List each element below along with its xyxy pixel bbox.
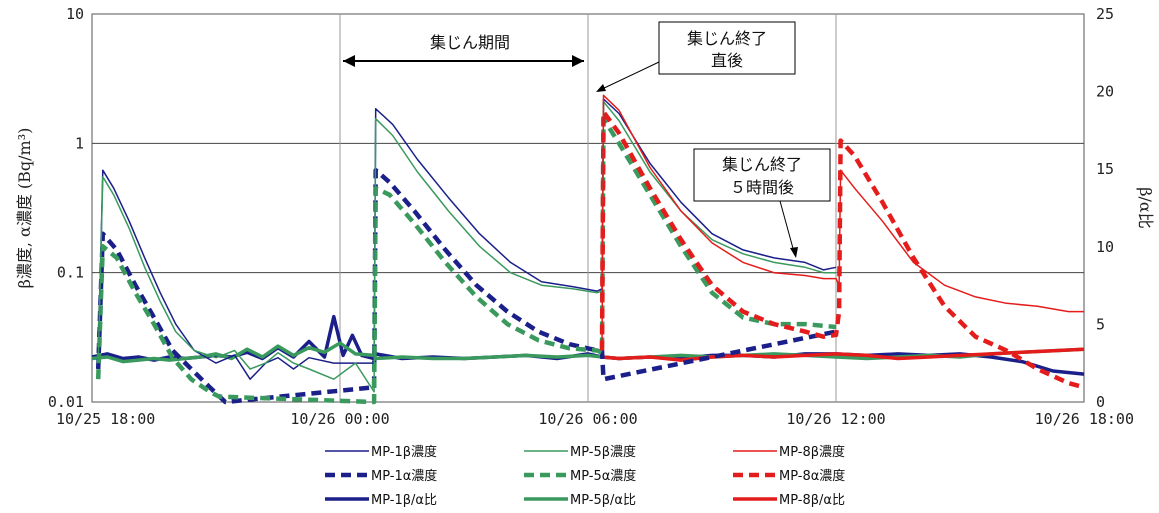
gridlines xyxy=(92,14,1084,402)
annotation-label-line1: 集じん終了 xyxy=(722,155,802,174)
series-line-MP-8β濃度 xyxy=(601,94,1084,351)
legend-label: MP-5α濃度 xyxy=(570,468,636,484)
x-tick-label: 10/26 18:00 xyxy=(1035,410,1134,428)
annotation-label-line2: 直後 xyxy=(711,51,743,70)
legend-label: MP-1β/α比 xyxy=(371,493,437,508)
y-tick-label: 0.1 xyxy=(57,264,84,282)
y2-tick-label: 25 xyxy=(1096,5,1114,23)
legend-label: MP-1β濃度 xyxy=(371,444,437,460)
y2-tick-label: 0 xyxy=(1096,393,1105,411)
annotation-end-immediately: 集じん終了 直後 xyxy=(596,21,796,92)
series-line-MP-8β/α比 xyxy=(601,347,1085,362)
y2-axis-title: β/α比 xyxy=(1136,187,1155,228)
annotation-label-line1: 集じん終了 xyxy=(687,29,767,48)
y2-tick-label: 5 xyxy=(1096,315,1105,333)
series-line-MP-1β濃度 xyxy=(97,98,837,380)
annotation-end-5h: 集じん終了 ５時間後 xyxy=(693,148,831,258)
y-tick-label: 0.01 xyxy=(48,393,84,411)
y-tick-label: 10 xyxy=(66,5,84,23)
annotation-collection-period: 集じん期間 xyxy=(343,33,584,67)
y2-tick-label: 15 xyxy=(1096,160,1114,178)
series-layer xyxy=(91,94,1085,405)
annotation-label-line2: ５時間後 xyxy=(730,178,794,197)
tick-labels: 0.01 0.1 1 10 0 5 10 15 20 25 10/25 18:00 10/26 00:… xyxy=(48,5,1134,428)
x-tick-label: 10/26 12:00 xyxy=(786,410,885,428)
x-tick-label: 10/26 06:00 xyxy=(538,410,637,428)
series-line-MP-5β濃度 xyxy=(97,100,836,393)
y2-tick-label: 10 xyxy=(1096,238,1114,256)
legend-label: MP-1α濃度 xyxy=(371,468,437,484)
series-line-MP-8α濃度 xyxy=(599,109,1085,390)
legend-label: MP-5β濃度 xyxy=(570,444,636,460)
y-tick-label: 1 xyxy=(75,134,84,152)
annotation-label: 集じん期間 xyxy=(430,33,510,52)
legend: MP-1β濃度 MP-5β濃度 MP-8β濃度 MP-1α濃度 MP-5α濃度 MP-8α… xyxy=(325,444,845,508)
legend-label: MP-8β濃度 xyxy=(779,444,845,460)
series-line-MP-5β/α比 xyxy=(91,341,1085,364)
y2-tick-label: 20 xyxy=(1096,83,1114,101)
x-tick-label: 10/25 18:00 xyxy=(56,410,155,428)
legend-label: MP-8β/α比 xyxy=(779,493,845,508)
y-axis-title: β濃度, α濃度 (Bq/m³) xyxy=(15,128,34,289)
x-tick-label: 10/26 00:00 xyxy=(290,410,389,428)
legend-label: MP-5β/α比 xyxy=(570,493,636,508)
series-line-MP-1α濃度 xyxy=(95,167,837,405)
legend-label: MP-8α濃度 xyxy=(779,468,845,484)
